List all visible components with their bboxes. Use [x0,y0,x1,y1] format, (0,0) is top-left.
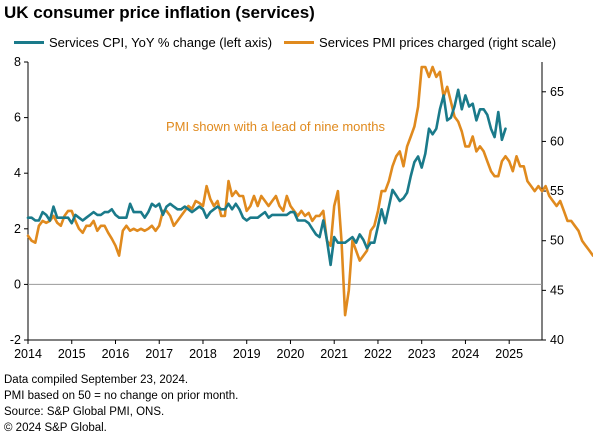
x-tick-label: 2019 [233,347,261,361]
left-tick-label: -2 [10,333,21,347]
x-tick-label: 2021 [320,347,348,361]
x-tick-label: 2016 [102,347,130,361]
note-source: Source: S&P Global PMI, ONS. [4,406,165,418]
chart-annotation: PMI shown with a lead of nine months [166,119,385,134]
legend-swatch-pmi [284,40,315,44]
x-tick-label: 2023 [408,347,436,361]
right-tick-label: 45 [550,283,564,297]
x-tick-label: 2015 [58,347,86,361]
note-copyright: © 2024 S&P Global. [4,422,107,434]
right-tick-label: 40 [550,333,564,347]
x-tick-label: 2024 [452,347,480,361]
legend: Services CPI, YoY % change (left axis) S… [14,34,568,50]
note-data-compiled: Data compiled September 23, 2024. [4,374,189,386]
right-tick-label: 50 [550,234,564,248]
right-tick-label: 60 [550,134,564,148]
series-group [26,65,593,317]
left-tick-label: 8 [14,55,21,69]
series-line-pmi [26,65,593,317]
legend-label-cpi: Services CPI, YoY % change (left axis) [49,34,273,50]
legend-item-pmi: Services PMI prices charged (right scale… [284,35,556,50]
left-tick-label: 4 [14,166,21,180]
right-tick-label: 55 [550,184,564,198]
legend-swatch-cpi [14,40,44,44]
right-tick-label: 65 [550,85,564,99]
legend-label-pmi: Services PMI prices charged (right scale… [319,34,557,50]
x-tick-label: 2020 [277,347,305,361]
series-line-cpi [26,88,507,267]
left-tick-label: 6 [14,111,21,125]
left-tick-label: 0 [14,277,21,291]
x-tick-label: 2014 [14,347,42,361]
tick-labels: -2 0 2 4 6 8 40 45 50 55 60 65 2014 2015 2016 2017 2018 2… [10,55,564,361]
x-tick-label: 2018 [189,347,217,361]
left-tick-label: 2 [14,222,21,236]
x-tick-label: 2025 [495,347,523,361]
footnotes: Data compiled September 23, 2024. PMI ba… [4,372,238,436]
x-tick-label: 2022 [364,347,392,361]
legend-item-cpi: Services CPI, YoY % change (left axis) [14,35,272,50]
x-tick-label: 2017 [145,347,173,361]
note-pmi-basis: PMI based on 50 = no change on prior mon… [4,390,239,402]
axes [24,61,546,344]
chart-title: UK consumer price inflation (services) [4,3,315,22]
